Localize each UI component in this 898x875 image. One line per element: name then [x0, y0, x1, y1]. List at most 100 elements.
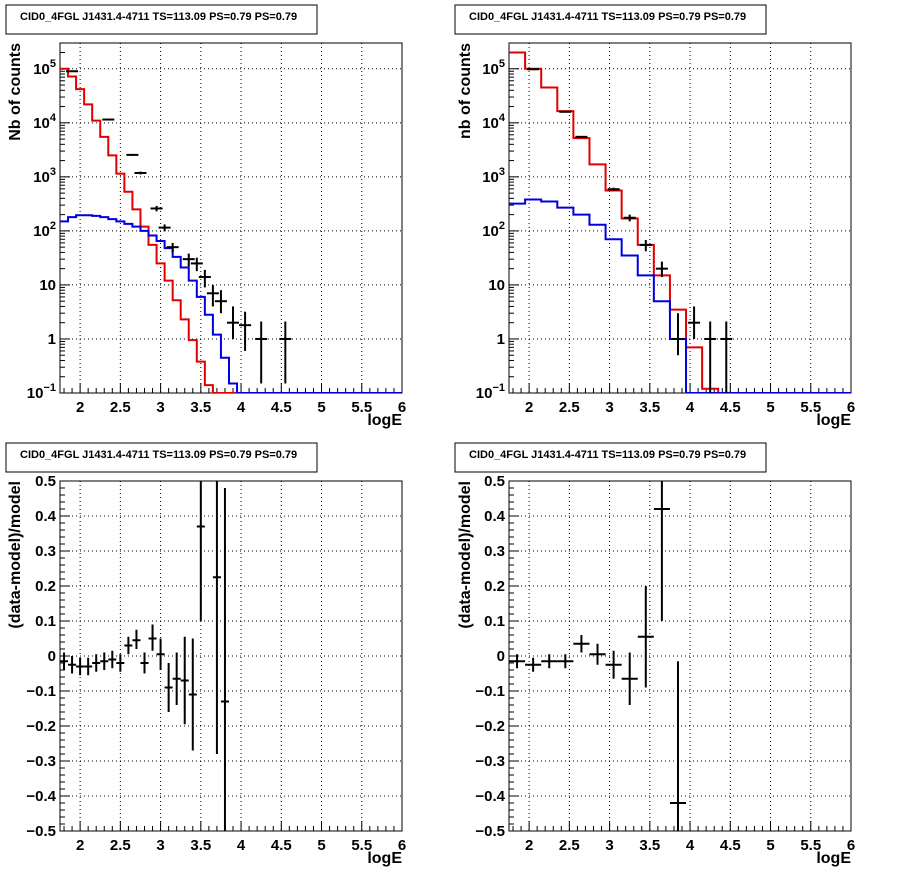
- data-point: [190, 257, 203, 272]
- residual-point: [100, 652, 109, 670]
- title-box: [454, 4, 767, 35]
- residual-point: [637, 586, 654, 688]
- title-box: [5, 4, 318, 35]
- x-tick-label: 2: [76, 399, 84, 416]
- x-tick-label: 2.5: [559, 399, 580, 416]
- y-tick-label: −0.2: [26, 718, 56, 735]
- x-tick-label: 2: [525, 399, 533, 416]
- y-tick-label: 0.4: [35, 508, 57, 525]
- data-point: [134, 171, 147, 175]
- grid: [509, 480, 852, 832]
- histogram-red: [509, 51, 851, 393]
- plot-frame: [59, 42, 403, 394]
- y-tick-label: 0: [497, 648, 505, 665]
- data-point: [206, 284, 219, 307]
- y-tick-label: 0.2: [484, 578, 505, 595]
- y-tick-label: −0.1: [475, 683, 505, 700]
- residual-point: [68, 656, 77, 674]
- grid: [60, 480, 403, 832]
- x-tick-label: 2: [76, 837, 84, 854]
- y-tick-label: 102: [33, 220, 56, 240]
- y-tick-label: 104: [482, 112, 506, 132]
- x-tick-label: 3: [605, 399, 613, 416]
- residual-point: [525, 657, 542, 672]
- residual-point: [76, 657, 85, 676]
- y-tick-label: 103: [33, 166, 56, 186]
- grid: [509, 43, 852, 394]
- data-point: [720, 321, 733, 393]
- residual-point: [132, 629, 141, 649]
- x-tick-label: 5: [317, 399, 325, 416]
- y-tick-label: 1: [497, 331, 505, 348]
- plot-frame: [508, 42, 852, 394]
- y-tick-label: 1: [48, 331, 56, 348]
- x-axis-ticks: [63, 821, 403, 831]
- title-box: [5, 442, 318, 473]
- chart-title: CID0_4FGL J1431.4-4711 TS=113.09 PS=0.79…: [469, 449, 746, 461]
- data-point: [559, 110, 572, 113]
- y-tick-label: 102: [482, 220, 505, 240]
- residual-point: [140, 652, 149, 674]
- plot-area: [60, 67, 402, 393]
- y-tick-label: −0.5: [26, 823, 56, 840]
- x-tick-label: 2.5: [110, 399, 131, 416]
- x-tick-label: 2: [525, 837, 533, 854]
- x-tick-label: 4: [686, 399, 695, 416]
- x-tick-label: 2.5: [110, 837, 131, 854]
- x-tick-label: 4: [237, 399, 246, 416]
- x-tick-label: 4: [237, 837, 246, 854]
- x-tick-label: 5.5: [800, 837, 821, 854]
- y-tick-label: −0.5: [475, 823, 505, 840]
- x-tick-label: 4.5: [271, 837, 292, 854]
- y-tick-label: 0.4: [484, 508, 506, 525]
- residual-point: [573, 635, 590, 653]
- y-tick-label: 0.3: [35, 543, 56, 560]
- x-axis-ticks: [512, 821, 852, 831]
- chart-title: CID0_4FGL J1431.4-4711 TS=113.09 PS=0.79…: [469, 11, 746, 23]
- x-tick-label: 3.5: [190, 399, 211, 416]
- x-tick-label: 2.5: [559, 837, 580, 854]
- y-tick-label: −0.1: [26, 683, 56, 700]
- residual-point: [164, 663, 173, 712]
- y-tick-label: −0.3: [475, 753, 505, 770]
- residual-point: [108, 650, 117, 669]
- plot-frame: [59, 480, 403, 832]
- residual-point: [148, 624, 157, 651]
- y-tick-label: 10: [39, 277, 56, 294]
- y-axis-ticks: [60, 480, 70, 832]
- x-tick-label: 4: [686, 837, 695, 854]
- data-point: [227, 306, 240, 339]
- residual-point: [589, 643, 606, 665]
- residual-point: [509, 654, 526, 669]
- x-axis-label: logE: [367, 850, 402, 867]
- plot-area: [60, 481, 229, 831]
- y-tick-label: 105: [482, 58, 505, 78]
- data-point: [214, 290, 227, 314]
- residual-point: [188, 638, 197, 751]
- x-tick-label: 6: [398, 837, 406, 854]
- x-tick-label: 3: [156, 399, 164, 416]
- x-axis-label: logE: [816, 850, 851, 867]
- x-axis-label: logE: [367, 412, 402, 429]
- x-tick-label: 5.5: [351, 837, 372, 854]
- residual-point: [653, 481, 670, 621]
- data-point: [279, 321, 292, 384]
- y-axis-label: (data-model)/model: [457, 481, 474, 629]
- y-tick-label: 0.5: [35, 473, 56, 490]
- data-point: [623, 214, 636, 222]
- residual-point: [605, 650, 622, 679]
- data-point: [255, 321, 268, 384]
- residual-point: [116, 654, 125, 672]
- residual-point: [621, 652, 638, 705]
- x-tick-label: 6: [847, 399, 855, 416]
- x-tick-label: 5: [317, 837, 325, 854]
- residual-point: [541, 654, 558, 669]
- data-point: [239, 311, 252, 351]
- plot-area: [509, 481, 687, 831]
- x-tick-label: 4.5: [720, 837, 741, 854]
- residual-point: [172, 652, 181, 705]
- x-axis-ticks: [512, 383, 852, 393]
- residual-point: [124, 636, 133, 655]
- residual-point: [156, 638, 165, 670]
- y-tick-label: 10−1: [27, 382, 56, 402]
